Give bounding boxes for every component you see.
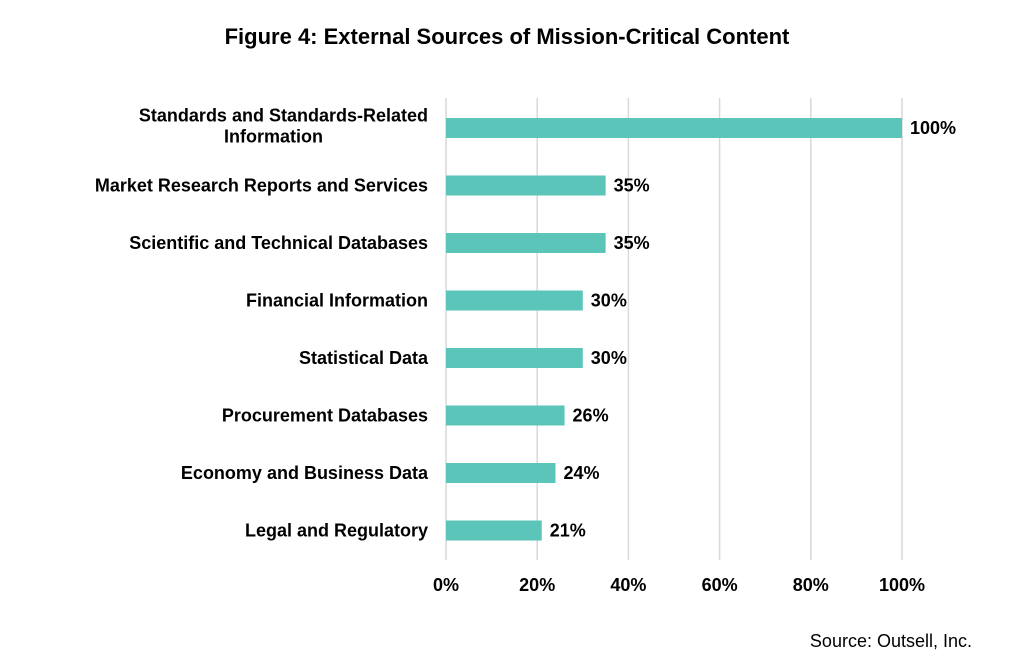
- value-label-6: 26%: [573, 406, 609, 426]
- x-tick-label-100: 100%: [879, 575, 925, 595]
- value-label-5: 30%: [591, 348, 627, 368]
- x-tick-label-60: 60%: [702, 575, 738, 595]
- x-tick-label-80: 80%: [793, 575, 829, 595]
- value-label-4: 30%: [591, 291, 627, 311]
- category-label-2: Market Research Reports and Services: [95, 176, 428, 196]
- category-label-7: Economy and Business Data: [181, 463, 429, 483]
- bars: [446, 118, 902, 541]
- category-label-4: Financial Information: [246, 291, 428, 311]
- x-tick-label-0: 0%: [433, 575, 459, 595]
- value-label-2: 35%: [614, 176, 650, 196]
- category-label-8: Legal and Regulatory: [245, 521, 428, 541]
- gridlines: [445, 98, 903, 560]
- source-note: Source: Outsell, Inc.: [809, 631, 972, 651]
- value-label-1: 100%: [910, 118, 956, 138]
- value-label-3: 35%: [614, 233, 650, 253]
- category-label-1: Standards and Standards-Related Informati…: [139, 106, 428, 147]
- value-label-8: 21%: [550, 521, 586, 541]
- bar-2: [446, 175, 606, 196]
- bar-5: [446, 348, 583, 368]
- bar-1: [446, 118, 902, 138]
- bar-3: [446, 233, 606, 253]
- bar-7: [446, 463, 556, 483]
- category-label-3: Scientific and Technical Databases: [129, 233, 428, 253]
- chart-title: Figure 4: External Sources of Mission-Cr…: [224, 24, 790, 49]
- value-label-7: 24%: [563, 463, 599, 483]
- category-label-5: Statistical Data: [299, 348, 429, 368]
- bar-8: [446, 520, 542, 541]
- bar-4: [446, 290, 583, 311]
- bar-6: [446, 405, 565, 426]
- x-tick-label-20: 20%: [519, 575, 555, 595]
- x-tick-label-40: 40%: [610, 575, 646, 595]
- category-label-6: Procurement Databases: [222, 406, 428, 426]
- labels: 0% 20% 40% 60% 80% 100% 100% Standards and Stan…: [95, 106, 956, 596]
